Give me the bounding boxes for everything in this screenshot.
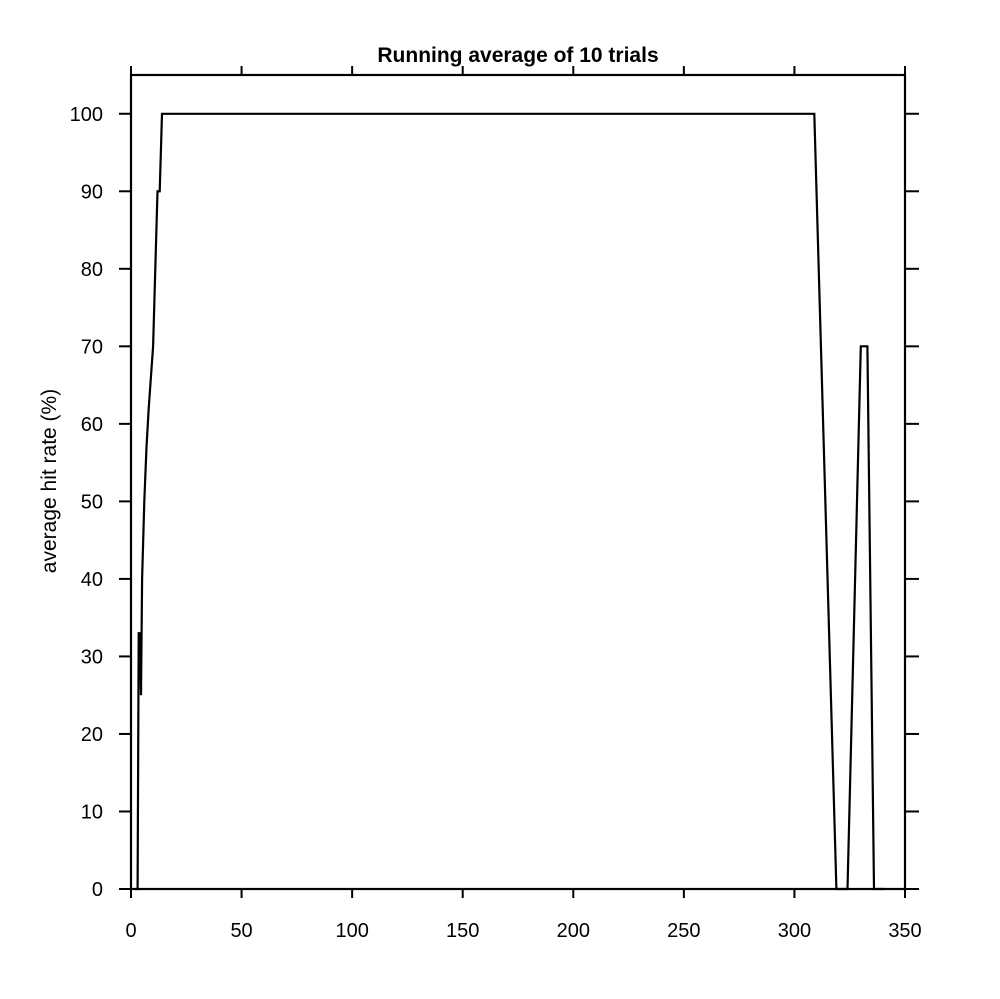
series-line [135,112,886,891]
x-tick-label: 100 [335,920,368,942]
x-tick-label: 300 [778,920,811,942]
x-tick-label: 350 [888,920,921,942]
y-tick-label: 80 [81,259,103,281]
y-tick-label: 40 [81,569,103,591]
x-tick-label: 0 [125,920,136,942]
y-tick-label: 50 [81,491,103,513]
y-tick-label: 70 [81,336,103,358]
y-axis-label: average hit rate (%) [38,389,61,573]
y-tick-label: 20 [81,724,103,746]
x-tick-label: 150 [446,920,479,942]
y-axis: 0 10 20 30 40 50 60 70 80 90 100 [70,104,919,901]
y-tick-label: 90 [81,181,103,203]
y-tick-label: 30 [81,646,103,668]
x-tick-label: 50 [230,920,252,942]
x-tick-label: 200 [557,920,590,942]
plot-border [129,73,907,891]
x-tick-label: 250 [667,920,700,942]
series-layer [135,112,886,891]
y-tick-label: 60 [81,414,103,436]
y-tick-label: 0 [92,879,103,901]
y-tick-label: 100 [70,104,103,126]
x-axis: 0 50 100 150 200 250 300 350 [125,66,922,942]
plot-frame [129,73,907,891]
y-tick-label: 10 [81,801,103,823]
chart-title: Running average of 10 trials [377,44,658,67]
